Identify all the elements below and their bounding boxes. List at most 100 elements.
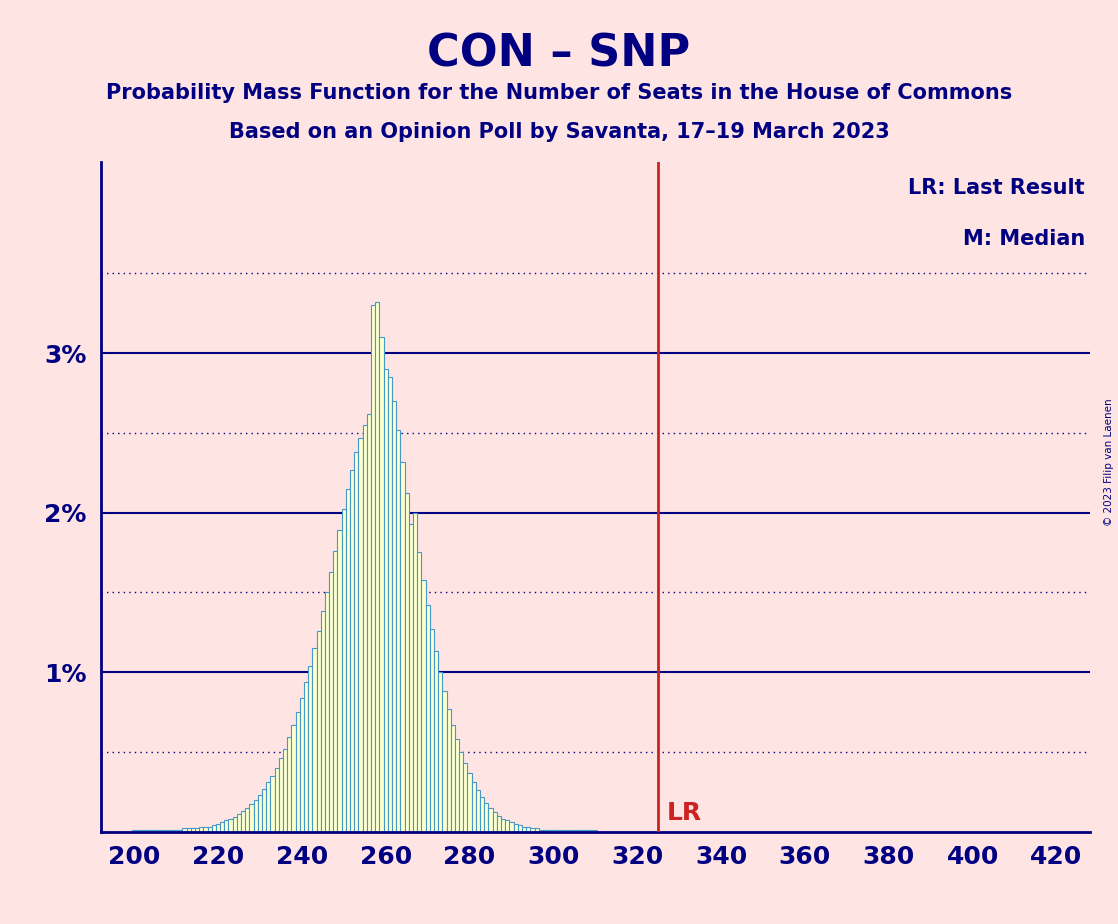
Bar (174, 830, 178, 832)
Bar (354, 452, 359, 832)
Text: © 2023 Filip van Laenen: © 2023 Filip van Laenen (1105, 398, 1114, 526)
Bar (304, 682, 309, 832)
Bar (161, 830, 165, 832)
Text: Probability Mass Function for the Number of Seats in the House of Commons: Probability Mass Function for the Number… (106, 83, 1012, 103)
Bar (589, 830, 594, 832)
Bar (342, 509, 345, 832)
Bar (309, 665, 312, 832)
Bar (510, 822, 513, 832)
Bar (530, 829, 534, 832)
Bar (362, 425, 367, 832)
Bar (421, 579, 426, 832)
Bar (484, 803, 489, 832)
Bar (141, 830, 144, 832)
Bar (534, 829, 539, 832)
Bar (467, 772, 472, 832)
Bar (271, 776, 275, 832)
Bar (459, 752, 463, 832)
Bar (543, 830, 547, 832)
Bar (518, 825, 522, 832)
Bar (379, 337, 383, 832)
Bar (434, 651, 438, 832)
Bar (455, 739, 459, 832)
Bar (409, 524, 413, 832)
Bar (312, 648, 316, 832)
Bar (400, 462, 405, 832)
Bar (367, 414, 371, 832)
Bar (547, 830, 551, 832)
Bar (489, 808, 493, 832)
Bar (187, 829, 191, 832)
Bar (237, 814, 241, 832)
Bar (446, 709, 451, 832)
Bar (211, 825, 216, 832)
Bar (338, 530, 342, 832)
Bar (191, 829, 195, 832)
Bar (417, 553, 421, 832)
Bar (463, 763, 467, 832)
Bar (321, 612, 325, 832)
Bar (329, 572, 333, 832)
Bar (563, 830, 568, 832)
Bar (429, 629, 434, 832)
Bar (158, 830, 161, 832)
Bar (216, 823, 220, 832)
Bar (371, 305, 376, 832)
Bar (165, 830, 170, 832)
Bar (132, 830, 136, 832)
Bar (383, 369, 388, 832)
Bar (182, 829, 187, 832)
Text: LR: Last Result: LR: Last Result (909, 178, 1086, 199)
Bar (551, 830, 556, 832)
Bar (144, 830, 149, 832)
Bar (560, 830, 563, 832)
Bar (149, 830, 153, 832)
Bar (522, 827, 527, 832)
Bar (438, 672, 443, 832)
Bar (245, 808, 249, 832)
Bar (203, 827, 208, 832)
Text: M: Median: M: Median (963, 229, 1086, 249)
Bar (195, 829, 199, 832)
Bar (316, 631, 321, 832)
Bar (568, 830, 572, 832)
Bar (292, 724, 295, 832)
Bar (493, 812, 496, 832)
Bar (476, 790, 480, 832)
Bar (376, 302, 379, 832)
Bar (266, 782, 271, 832)
Bar (295, 712, 300, 832)
Bar (513, 823, 518, 832)
Bar (443, 691, 446, 832)
Bar (283, 748, 287, 832)
Bar (278, 759, 283, 832)
Bar (480, 796, 484, 832)
Bar (396, 430, 400, 832)
Bar (254, 799, 258, 832)
Bar (225, 821, 228, 832)
Bar (233, 817, 237, 832)
Bar (527, 827, 530, 832)
Bar (501, 819, 505, 832)
Bar (258, 795, 262, 832)
Bar (594, 830, 597, 832)
Bar (359, 438, 362, 832)
Bar (556, 830, 560, 832)
Bar (413, 513, 417, 832)
Bar (392, 401, 396, 832)
Bar (405, 493, 409, 832)
Bar (472, 782, 476, 832)
Bar (178, 830, 182, 832)
Bar (228, 819, 233, 832)
Bar (505, 821, 510, 832)
Bar (325, 592, 329, 832)
Bar (241, 811, 245, 832)
Bar (275, 768, 278, 832)
Text: CON – SNP: CON – SNP (427, 32, 691, 76)
Bar (577, 830, 580, 832)
Bar (388, 377, 392, 832)
Bar (287, 737, 292, 832)
Bar (333, 551, 338, 832)
Bar (345, 489, 350, 832)
Bar (300, 698, 304, 832)
